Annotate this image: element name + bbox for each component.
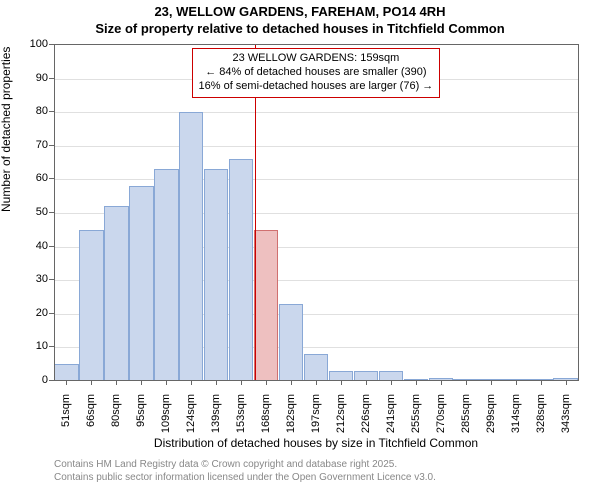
bar bbox=[279, 304, 303, 381]
x-tick-label: 182sqm bbox=[285, 394, 297, 444]
y-tick-label: 60 bbox=[20, 172, 48, 184]
y-tick-label: 100 bbox=[20, 38, 48, 50]
x-tick-label: 80sqm bbox=[110, 394, 122, 444]
x-tick-label: 124sqm bbox=[185, 394, 197, 444]
annotation-box: 23 WELLOW GARDENS: 159sqm← 84% of detach… bbox=[192, 48, 441, 97]
y-tick-label: 40 bbox=[20, 240, 48, 252]
bar bbox=[254, 230, 278, 381]
bar bbox=[129, 186, 153, 381]
bar bbox=[79, 230, 103, 381]
x-tick-label: 95sqm bbox=[135, 394, 147, 444]
x-tick-label: 299sqm bbox=[485, 394, 497, 444]
x-tick-label: 109sqm bbox=[160, 394, 172, 444]
bar bbox=[304, 354, 328, 381]
x-tick-label: 197sqm bbox=[310, 394, 322, 444]
plot-area: 23 WELLOW GARDENS: 159sqm← 84% of detach… bbox=[54, 44, 579, 381]
annotation-line-1: 23 WELLOW GARDENS: 159sqm bbox=[199, 52, 434, 66]
chart-container: { "title_line1": "23, WELLOW GARDENS, FA… bbox=[0, 0, 600, 500]
y-tick-label: 70 bbox=[20, 139, 48, 151]
annotation-line-2: ← 84% of detached houses are smaller (39… bbox=[199, 66, 434, 80]
attribution-text: Contains HM Land Registry data © Crown c… bbox=[54, 458, 436, 484]
bar bbox=[154, 169, 178, 381]
y-tick-label: 50 bbox=[20, 206, 48, 218]
x-tick-label: 212sqm bbox=[335, 394, 347, 444]
bar bbox=[204, 169, 228, 381]
bar bbox=[54, 364, 78, 381]
y-tick-label: 30 bbox=[20, 273, 48, 285]
y-tick-label: 0 bbox=[20, 374, 48, 386]
x-axis-line bbox=[54, 380, 578, 381]
x-tick-label: 66sqm bbox=[85, 394, 97, 444]
title-line-1: 23, WELLOW GARDENS, FAREHAM, PO14 4RH bbox=[154, 4, 445, 19]
gridline bbox=[54, 112, 578, 113]
x-tick-label: 328sqm bbox=[535, 394, 547, 444]
x-tick-label: 343sqm bbox=[560, 394, 572, 444]
title-line-2: Size of property relative to detached ho… bbox=[95, 21, 504, 36]
chart-title: 23, WELLOW GARDENS, FAREHAM, PO14 4RH Si… bbox=[0, 0, 600, 38]
bar bbox=[179, 112, 203, 381]
x-tick-label: 314sqm bbox=[510, 394, 522, 444]
bar bbox=[229, 159, 253, 381]
attribution-line-2: Contains public sector information licen… bbox=[54, 472, 436, 483]
y-tick-label: 90 bbox=[20, 72, 48, 84]
y-tick-label: 20 bbox=[20, 307, 48, 319]
x-tick-label: 270sqm bbox=[435, 394, 447, 444]
annotation-line-3: 16% of semi-detached houses are larger (… bbox=[199, 80, 434, 94]
x-tick-label: 285sqm bbox=[460, 394, 472, 444]
y-axis-line bbox=[54, 45, 55, 381]
x-tick-label: 139sqm bbox=[210, 394, 222, 444]
gridline bbox=[54, 146, 578, 147]
x-tick-label: 153sqm bbox=[235, 394, 247, 444]
attribution-line-1: Contains HM Land Registry data © Crown c… bbox=[54, 459, 397, 470]
bar bbox=[104, 206, 128, 381]
x-tick-label: 241sqm bbox=[385, 394, 397, 444]
x-tick-label: 226sqm bbox=[360, 394, 372, 444]
x-tick-label: 51sqm bbox=[60, 394, 72, 444]
y-tick-label: 10 bbox=[20, 340, 48, 352]
y-tick-label: 80 bbox=[20, 105, 48, 117]
gridline bbox=[54, 179, 578, 180]
x-tick-label: 168sqm bbox=[260, 394, 272, 444]
x-tick-label: 255sqm bbox=[410, 394, 422, 444]
